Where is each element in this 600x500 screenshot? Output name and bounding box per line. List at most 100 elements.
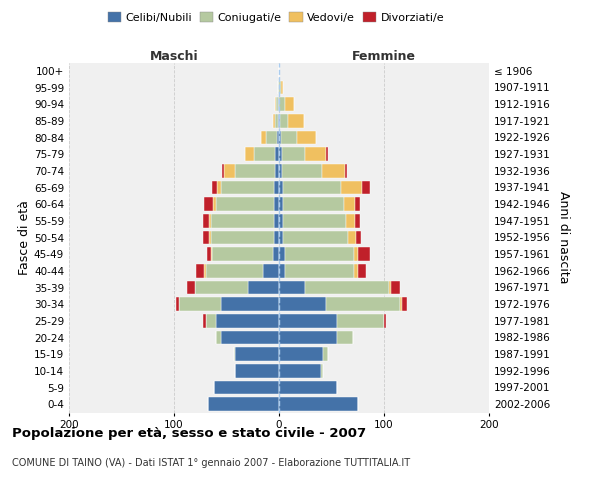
Bar xyxy=(279,314,337,328)
Bar xyxy=(323,348,328,361)
Legend: Celibi/Nubili, Coniugati/e, Vedovi/e, Divorziati/e: Celibi/Nubili, Coniugati/e, Vedovi/e, Di… xyxy=(103,8,449,28)
Bar xyxy=(211,230,274,244)
Bar xyxy=(221,180,274,194)
Bar xyxy=(400,298,402,311)
Bar xyxy=(326,148,328,161)
Bar xyxy=(278,80,279,94)
Bar xyxy=(277,130,279,144)
Bar xyxy=(279,398,358,411)
Bar xyxy=(358,248,370,261)
Bar xyxy=(211,248,212,261)
Bar xyxy=(391,280,400,294)
Bar xyxy=(305,148,326,161)
Bar xyxy=(283,214,346,228)
Bar xyxy=(276,98,278,111)
Bar xyxy=(223,164,224,177)
Bar xyxy=(274,230,279,244)
Bar xyxy=(263,264,279,278)
Bar xyxy=(261,130,266,144)
Bar xyxy=(279,198,283,211)
Bar xyxy=(221,298,279,311)
Bar xyxy=(209,214,211,228)
Bar xyxy=(326,298,400,311)
Bar xyxy=(279,98,286,111)
Bar xyxy=(216,198,274,211)
Text: COMUNE DI TAINO (VA) - Dati ISTAT 1° gennaio 2007 - Elaborazione TUTTITALIA.IT: COMUNE DI TAINO (VA) - Dati ISTAT 1° gen… xyxy=(12,458,410,468)
Bar xyxy=(280,114,289,128)
Bar xyxy=(279,348,323,361)
Bar xyxy=(245,148,254,161)
Bar xyxy=(282,148,305,161)
Bar xyxy=(384,314,386,328)
Bar xyxy=(283,198,344,211)
Text: Maschi: Maschi xyxy=(149,50,199,62)
Bar xyxy=(216,330,221,344)
Bar xyxy=(279,280,305,294)
Bar xyxy=(205,314,216,328)
Bar xyxy=(212,180,217,194)
Bar xyxy=(179,298,221,311)
Bar xyxy=(344,198,355,211)
Bar xyxy=(353,248,358,261)
Bar xyxy=(281,130,297,144)
Bar xyxy=(266,130,277,144)
Bar xyxy=(358,264,366,278)
Bar xyxy=(355,214,360,228)
Bar xyxy=(279,298,326,311)
Bar xyxy=(176,298,179,311)
Bar xyxy=(214,380,279,394)
Bar xyxy=(206,248,211,261)
Bar xyxy=(279,214,283,228)
Bar xyxy=(209,230,211,244)
Bar xyxy=(274,180,279,194)
Bar xyxy=(337,330,353,344)
Bar xyxy=(402,298,407,311)
Bar xyxy=(279,114,280,128)
Bar xyxy=(362,180,370,194)
Bar xyxy=(321,364,323,378)
Bar xyxy=(282,164,322,177)
Bar xyxy=(346,214,355,228)
Text: Femmine: Femmine xyxy=(352,50,416,62)
Bar xyxy=(283,230,348,244)
Bar xyxy=(275,98,276,111)
Bar xyxy=(348,230,356,244)
Bar xyxy=(235,164,275,177)
Bar xyxy=(187,280,195,294)
Bar xyxy=(279,248,286,261)
Bar xyxy=(275,164,279,177)
Bar xyxy=(305,280,389,294)
Bar xyxy=(355,198,360,211)
Bar xyxy=(203,214,209,228)
Bar xyxy=(297,130,316,144)
Bar xyxy=(286,98,294,111)
Bar xyxy=(279,264,286,278)
Bar xyxy=(195,280,248,294)
Bar xyxy=(212,248,272,261)
Bar xyxy=(221,330,279,344)
Bar xyxy=(272,248,279,261)
Bar xyxy=(272,114,275,128)
Bar xyxy=(345,164,347,177)
Bar xyxy=(341,180,362,194)
Bar xyxy=(279,80,281,94)
Bar xyxy=(286,248,353,261)
Bar xyxy=(286,264,353,278)
Bar xyxy=(213,198,216,211)
Bar xyxy=(353,264,358,278)
Bar xyxy=(211,214,274,228)
Bar xyxy=(279,148,282,161)
Bar xyxy=(279,230,283,244)
Bar xyxy=(337,314,384,328)
Bar xyxy=(279,164,282,177)
Bar xyxy=(235,364,279,378)
Bar xyxy=(389,280,391,294)
Bar xyxy=(224,164,235,177)
Bar xyxy=(356,230,361,244)
Bar xyxy=(279,330,337,344)
Y-axis label: Fasce di età: Fasce di età xyxy=(18,200,31,275)
Bar xyxy=(279,380,337,394)
Bar xyxy=(205,198,213,211)
Bar xyxy=(248,280,279,294)
Y-axis label: Anni di nascita: Anni di nascita xyxy=(557,191,570,284)
